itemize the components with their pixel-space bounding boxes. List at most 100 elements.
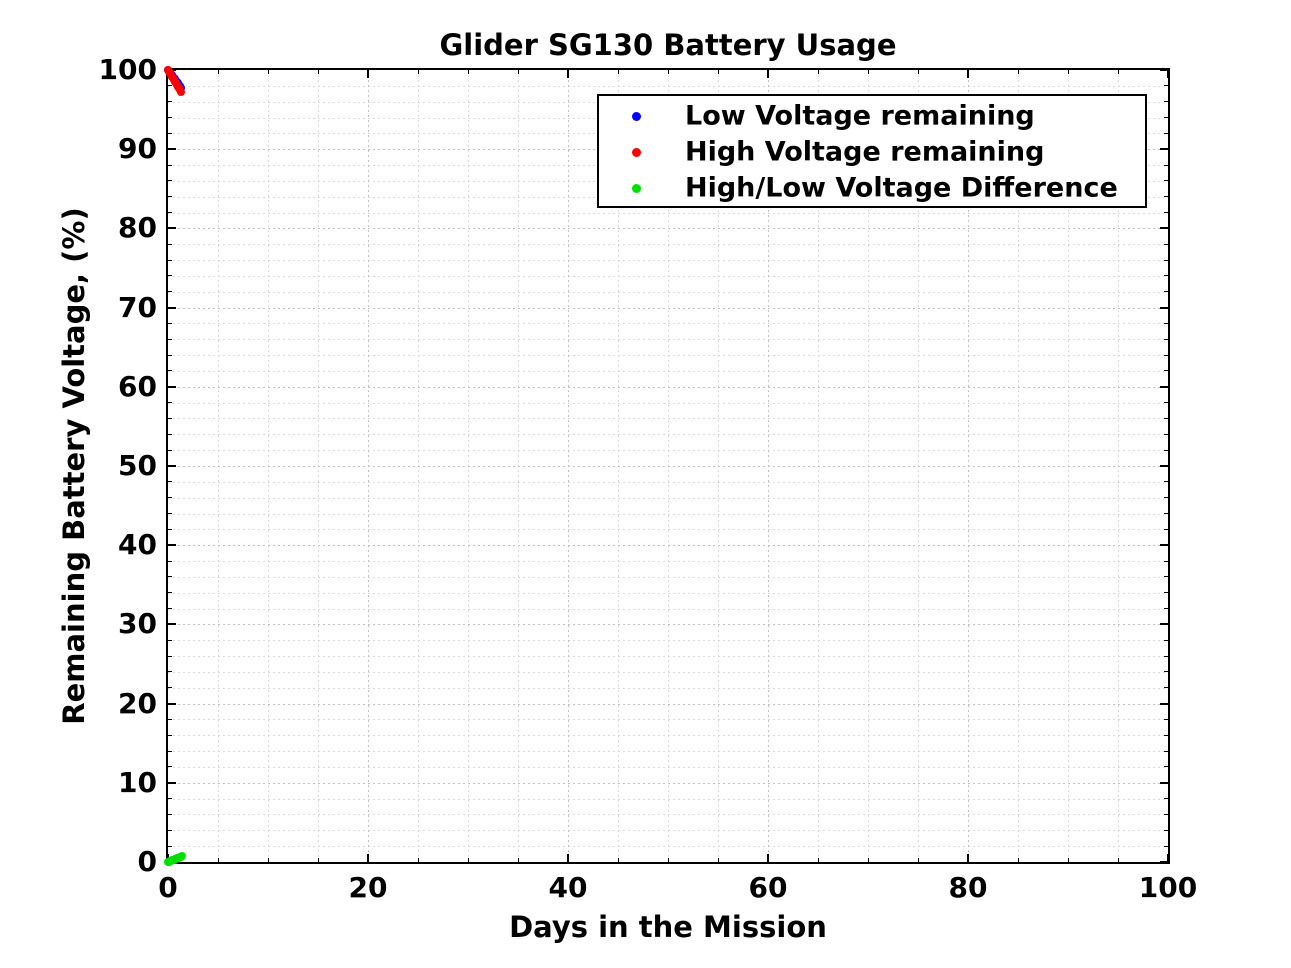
- major-tick-x: [767, 70, 769, 78]
- minor-tick-y: [1164, 259, 1168, 261]
- minor-tick-y: [1164, 639, 1168, 641]
- major-tick-y: [1160, 227, 1168, 230]
- minor-tick-y: [168, 639, 172, 641]
- minor-tick-x: [517, 70, 519, 74]
- minor-tick-y: [1164, 766, 1168, 768]
- minor-tick-x: [717, 70, 719, 74]
- chart-title: Glider SG130 Battery Usage: [439, 28, 897, 62]
- minor-tick-y: [1164, 433, 1168, 435]
- y-tick-label: 90: [118, 132, 157, 166]
- minor-tick-x: [917, 858, 919, 862]
- minor-tick-y: [1164, 734, 1168, 736]
- minor-tick-y: [1164, 829, 1168, 831]
- major-grid-line-y: [168, 228, 1168, 230]
- minor-grid-line-y: [168, 814, 1168, 816]
- minor-tick-y: [1164, 101, 1168, 103]
- minor-tick-y: [1164, 750, 1168, 752]
- major-tick-y: [1160, 702, 1168, 705]
- minor-grid-line-y: [168, 576, 1168, 578]
- x-tick-label: 20: [348, 871, 388, 904]
- x-tick-label: 60: [748, 871, 788, 904]
- minor-grid-line-y: [168, 656, 1168, 658]
- minor-tick-y: [168, 417, 172, 419]
- major-tick-x: [1167, 70, 1169, 78]
- major-grid-line-y: [168, 703, 1168, 705]
- legend-item: Low Voltage remaining: [599, 98, 1145, 134]
- minor-grid-line-y: [168, 370, 1168, 372]
- minor-tick-x: [917, 70, 919, 74]
- minor-grid-line-y: [168, 339, 1168, 341]
- major-grid-line-y: [168, 624, 1168, 626]
- major-tick-y: [168, 385, 176, 388]
- x-axis-label: Days in the Mission: [509, 910, 827, 944]
- minor-tick-x: [1067, 858, 1069, 862]
- major-grid-line-y: [168, 466, 1168, 467]
- major-grid-line-y: [168, 307, 1168, 309]
- minor-tick-y: [1164, 576, 1168, 578]
- minor-tick-y: [1164, 608, 1168, 610]
- minor-grid-line-y: [168, 497, 1168, 499]
- minor-tick-y: [168, 101, 172, 103]
- minor-grid-line-y: [168, 735, 1168, 737]
- minor-tick-x: [1117, 858, 1119, 862]
- minor-tick-x: [817, 70, 819, 74]
- minor-tick-y: [1164, 798, 1168, 800]
- minor-tick-y: [168, 829, 172, 831]
- legend: Low Voltage remaining High Voltage remain…: [597, 94, 1147, 208]
- minor-tick-x: [717, 858, 719, 862]
- minor-grid-line-y: [168, 751, 1168, 753]
- minor-tick-y: [1164, 528, 1168, 530]
- minor-tick-y: [1164, 718, 1168, 720]
- minor-tick-x: [867, 70, 869, 74]
- y-tick-label: 20: [118, 686, 157, 720]
- minor-tick-y: [168, 608, 172, 610]
- y-tick-label: 50: [118, 449, 157, 482]
- minor-tick-x: [267, 858, 269, 862]
- minor-tick-y: [168, 592, 172, 594]
- x-tick-label: 40: [548, 871, 588, 904]
- minor-grid-line-y: [168, 355, 1168, 357]
- major-tick-x: [367, 70, 369, 78]
- major-grid-line-y: [168, 386, 1168, 388]
- minor-tick-y: [168, 259, 172, 261]
- minor-grid-line-y: [168, 260, 1168, 262]
- minor-tick-y: [1164, 671, 1168, 673]
- minor-tick-y: [1164, 449, 1168, 451]
- minor-tick-y: [1164, 196, 1168, 198]
- x-tick-label: 0: [158, 871, 178, 904]
- minor-grid-line-y: [168, 719, 1168, 721]
- minor-tick-x: [1017, 70, 1019, 74]
- minor-tick-y: [1164, 513, 1168, 515]
- minor-grid-line-y: [168, 481, 1168, 483]
- minor-grid-line-y: [168, 830, 1168, 832]
- minor-tick-y: [168, 117, 172, 119]
- minor-grid-line-y: [168, 640, 1168, 642]
- minor-tick-x: [1017, 858, 1019, 862]
- y-tick-label: 0: [137, 845, 157, 878]
- major-grid-line-y: [168, 545, 1168, 547]
- y-tick-label: 80: [118, 211, 157, 245]
- minor-tick-y: [168, 85, 172, 87]
- minor-tick-x: [217, 858, 219, 862]
- minor-tick-y: [1164, 845, 1168, 847]
- minor-grid-line-y: [168, 529, 1168, 531]
- major-tick-x: [1167, 854, 1169, 862]
- data-point-series-2: [178, 852, 186, 861]
- minor-grid-line-y: [168, 450, 1168, 452]
- minor-tick-y: [1164, 560, 1168, 562]
- major-tick-y: [1160, 861, 1168, 863]
- minor-tick-x: [1067, 70, 1069, 74]
- minor-tick-x: [417, 858, 419, 862]
- minor-grid-line-y: [168, 418, 1168, 420]
- major-tick-x: [567, 70, 569, 78]
- minor-tick-y: [1164, 132, 1168, 134]
- major-tick-y: [1160, 385, 1168, 388]
- minor-tick-y: [168, 132, 172, 134]
- major-tick-y: [168, 544, 176, 547]
- y-tick-label: 10: [118, 765, 157, 799]
- minor-tick-y: [168, 370, 172, 372]
- minor-grid-line-y: [168, 608, 1168, 610]
- minor-tick-x: [1117, 70, 1119, 74]
- legend-item-label: High Voltage remaining: [685, 136, 1045, 168]
